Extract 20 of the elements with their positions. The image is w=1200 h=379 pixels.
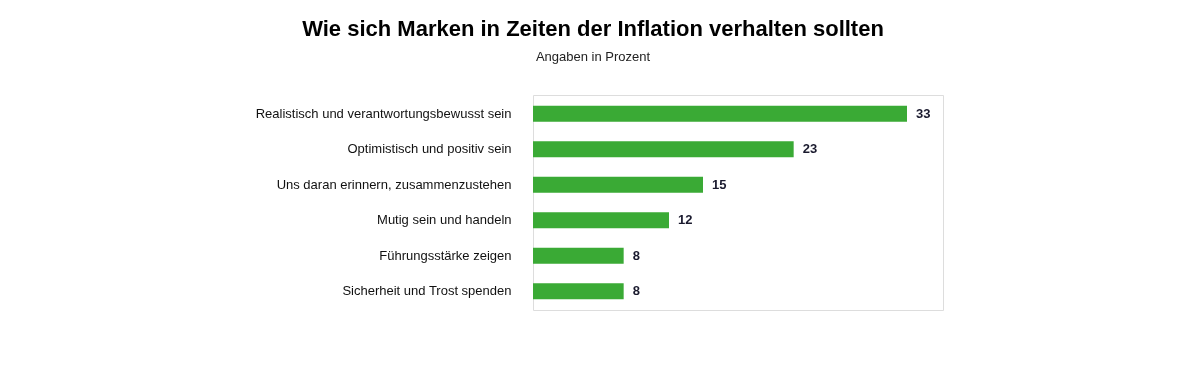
bar (533, 247, 624, 264)
data-label: 23 (802, 141, 818, 157)
data-label: 15 (712, 176, 727, 192)
y-tick-label: Realistisch und verantwortungsbewusst sein (255, 105, 512, 121)
bar (533, 283, 624, 300)
data-label: 12 (678, 212, 693, 228)
chart-subtitle: Angaben in Prozent (535, 49, 651, 64)
y-tick-label: Führungsstärke zeigen (379, 247, 512, 263)
y-tick-label: Optimistisch und positiv sein (347, 141, 512, 157)
bar (533, 212, 669, 229)
y-tick-label: Uns daran erinnern, zusammenzustehen (276, 176, 512, 192)
y-tick-label: Sicherheit und Trost spenden (342, 283, 512, 299)
data-label: 8 (632, 247, 640, 263)
bar (533, 105, 907, 122)
data-label: 33 (916, 105, 931, 121)
bar (533, 176, 703, 193)
chart-title: Wie sich Marken in Zeiten der Inflation verhalten sollten (302, 16, 884, 41)
data-label: 8 (632, 283, 640, 299)
bar (533, 141, 794, 158)
y-tick-label: Mutig sein und handeln (377, 212, 512, 228)
